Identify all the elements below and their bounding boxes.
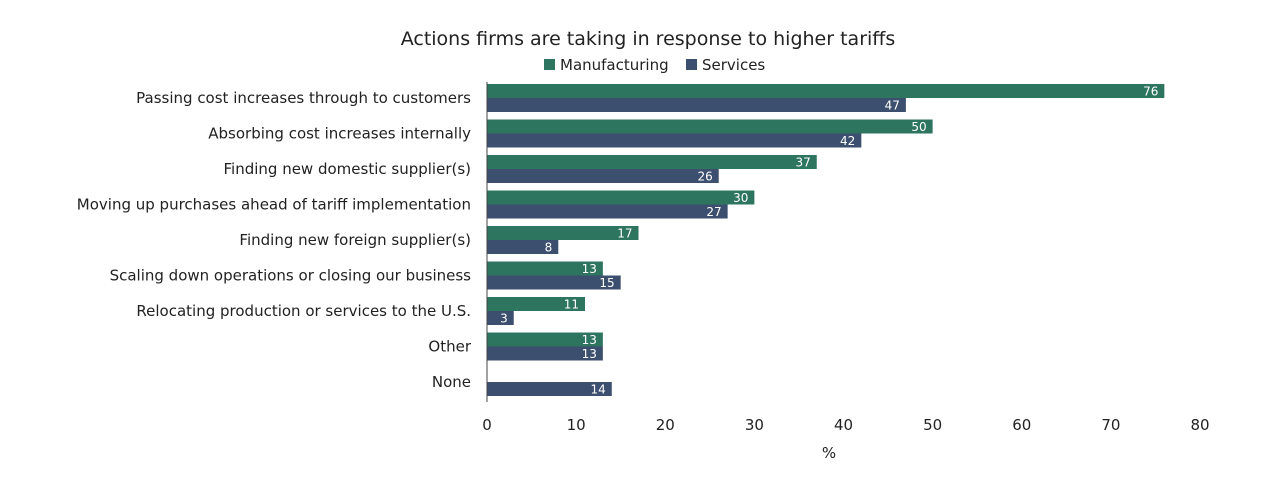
bar-services <box>487 346 603 361</box>
chart-title: Actions firms are taking in response to … <box>401 28 896 50</box>
x-tick-label: 40 <box>834 416 853 434</box>
category-label: Moving up purchases ahead of tariff impl… <box>77 196 471 214</box>
bar-manufacturing <box>487 190 755 205</box>
legend-swatch-services <box>686 59 697 70</box>
data-label: 17 <box>617 227 632 241</box>
bar-services <box>487 169 719 183</box>
bar-services <box>487 98 906 112</box>
bar-services <box>487 133 862 148</box>
bar-services <box>487 240 559 254</box>
x-axis-ticks: 0 10 20 30 40 50 60 70 80 <box>482 416 1209 434</box>
legend: Manufacturing Services <box>544 56 765 74</box>
category-label: Finding new domestic supplier(s) <box>224 160 472 178</box>
x-tick-label: 60 <box>1012 416 1031 434</box>
bar-manufacturing <box>487 84 1165 98</box>
data-label: 37 <box>795 156 810 170</box>
bar-services <box>487 311 514 325</box>
data-label: 26 <box>697 170 712 184</box>
x-tick-label: 50 <box>923 416 942 434</box>
bar-services <box>487 275 621 290</box>
x-tick-label: 0 <box>482 416 492 434</box>
bar-manufacturing <box>487 297 586 311</box>
category-labels: Passing cost increases through to custom… <box>77 89 472 391</box>
x-tick-label: 20 <box>656 416 675 434</box>
bar-manufacturing <box>487 155 817 169</box>
data-label: 47 <box>885 99 900 113</box>
bar-manufacturing <box>487 226 639 240</box>
x-tick-label: 70 <box>1101 416 1120 434</box>
x-tick-label: 80 <box>1190 416 1209 434</box>
data-label: 11 <box>564 298 579 312</box>
bar-manufacturing <box>487 332 603 347</box>
category-label: Other <box>428 338 471 356</box>
data-label: 8 <box>545 241 553 255</box>
data-label: 15 <box>599 276 614 290</box>
bar-services <box>487 382 612 396</box>
category-label: Absorbing cost increases internally <box>208 125 471 143</box>
data-label: 42 <box>840 134 855 148</box>
x-axis-label: % <box>822 444 836 462</box>
legend-swatch-manufacturing <box>544 59 555 70</box>
legend-label-manufacturing: Manufacturing <box>560 56 669 74</box>
category-label: Passing cost increases through to custom… <box>136 89 471 107</box>
bar-services <box>487 204 728 219</box>
category-label: None <box>432 373 471 391</box>
category-label: Relocating production or services to the… <box>136 302 471 320</box>
data-label: 13 <box>582 347 597 361</box>
data-label: 14 <box>590 383 605 397</box>
legend-label-services: Services <box>702 56 765 74</box>
category-label: Finding new foreign supplier(s) <box>239 231 471 249</box>
data-label: 50 <box>911 120 926 134</box>
x-tick-label: 10 <box>567 416 586 434</box>
data-label: 3 <box>500 312 508 326</box>
data-label: 13 <box>582 262 597 276</box>
data-label: 76 <box>1143 85 1158 99</box>
data-label: 13 <box>582 333 597 347</box>
data-label: 30 <box>733 191 748 205</box>
bar-manufacturing <box>487 261 603 276</box>
x-tick-label: 30 <box>745 416 764 434</box>
category-label: Scaling down operations or closing our b… <box>110 267 472 285</box>
data-label: 27 <box>706 205 721 219</box>
bar-manufacturing <box>487 119 933 134</box>
